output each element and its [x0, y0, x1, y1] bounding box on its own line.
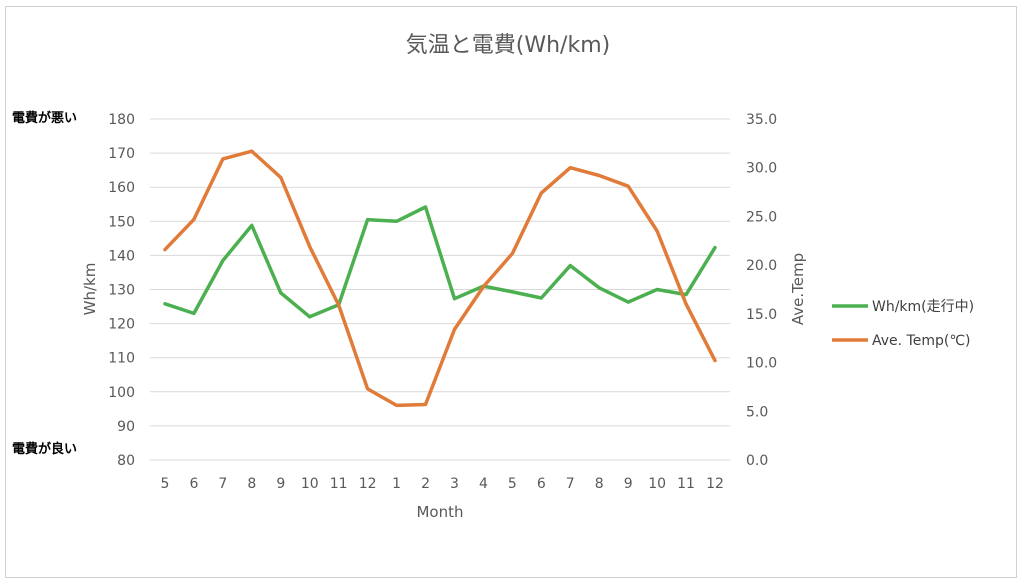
x-axis-label: Month	[416, 503, 463, 521]
series-lines	[163, 149, 717, 408]
y-left-tick-label: 90	[117, 419, 135, 435]
x-tick-label: 10	[648, 476, 666, 492]
x-tick-label: 8	[595, 476, 604, 492]
x-tick-label: 7	[566, 476, 575, 492]
y-right-tick-label: 20.0	[746, 258, 777, 274]
y-left-tick-label: 160	[108, 180, 135, 196]
y-left-tick-label: 100	[108, 385, 135, 401]
x-tick-label: 6	[189, 476, 198, 492]
x-tick-label: 10	[301, 476, 319, 492]
y-axis-right-ticks: 35.0 30.0 25.0 20.0 15.0 10.0 5.0 0.0	[746, 112, 777, 469]
x-tick-label: 5	[508, 476, 517, 492]
x-tick-label: 7	[218, 476, 227, 492]
x-tick-label: 9	[276, 476, 285, 492]
y-right-tick-label: 35.0	[746, 112, 777, 128]
legend-label: Wh/km(走行中)	[872, 299, 974, 315]
y-axis-right-label: Ave.Temp	[789, 253, 807, 325]
series-line-ave-temp	[163, 149, 717, 408]
x-tick-label: 1	[392, 476, 401, 492]
x-tick-label: 5	[161, 476, 170, 492]
y-right-tick-label: 25.0	[746, 209, 777, 225]
x-tick-label: 11	[330, 476, 348, 492]
y-right-tick-label: 15.0	[746, 307, 777, 323]
y-left-tick-label: 150	[108, 214, 135, 230]
legend-label: Ave. Temp(℃)	[872, 333, 971, 349]
legend: Wh/km(走行中) Ave. Temp(℃)	[832, 299, 974, 349]
x-tick-label: 12	[359, 476, 377, 492]
y-left-tick-label: 120	[108, 317, 135, 333]
y-left-tick-label: 140	[108, 248, 135, 264]
y-right-tick-label: 10.0	[746, 356, 777, 372]
y-left-tick-label: 180	[108, 112, 135, 128]
x-tick-label: 2	[421, 476, 430, 492]
y-left-tick-label: 130	[108, 283, 135, 299]
x-tick-label: 11	[677, 476, 695, 492]
x-tick-label: 8	[247, 476, 256, 492]
y-left-tick-label: 80	[117, 453, 135, 469]
y-left-tick-label: 110	[108, 351, 135, 367]
y-right-tick-label: 0.0	[746, 453, 768, 469]
x-tick-label: 9	[624, 476, 633, 492]
y-axis-left-label: Wh/km	[81, 263, 99, 316]
y-right-tick-label: 5.0	[746, 404, 768, 420]
x-tick-label: 12	[706, 476, 724, 492]
gridlines	[150, 118, 730, 461]
x-tick-label: 6	[537, 476, 546, 492]
series-line-wh-km	[163, 205, 717, 319]
y-axis-left-ticks: 180 170 160 150 140 130 120 110 100 90 80	[108, 112, 135, 469]
y-right-tick-label: 30.0	[746, 161, 777, 177]
y-left-tick-label: 170	[108, 146, 135, 162]
annotation-better: 電費が良い	[12, 441, 77, 457]
x-axis-ticks: 5 6 7 8 9 10 11 12 1 2 3 4 5 6 7 8 9 10 11 12	[161, 476, 724, 492]
x-tick-label: 3	[450, 476, 459, 492]
x-tick-label: 4	[479, 476, 488, 492]
chart-title: 気温と電費(Wh/km)	[406, 33, 610, 58]
annotation-worse: 電費が悪い	[12, 110, 77, 126]
